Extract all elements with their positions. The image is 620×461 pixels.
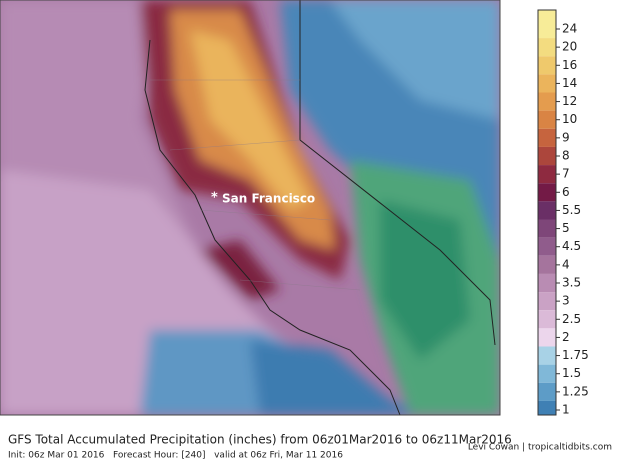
colorbar-label: 5 bbox=[562, 221, 570, 235]
colorbar-swatch bbox=[538, 10, 556, 39]
map bbox=[0, 0, 500, 415]
colorbar-label: 20 bbox=[562, 40, 577, 54]
colorbar-swatch bbox=[538, 364, 556, 383]
colorbar-swatch bbox=[538, 382, 556, 401]
footer-title: GFS Total Accumulated Precipitation (inc… bbox=[8, 433, 512, 447]
colorbar-swatch bbox=[538, 146, 556, 166]
colorbar-label: 3 bbox=[562, 294, 570, 308]
colorbar-swatch bbox=[538, 56, 556, 75]
colorbar-swatch bbox=[538, 201, 556, 220]
colorbar-label: 12 bbox=[562, 94, 577, 108]
colorbar-swatch bbox=[538, 183, 556, 202]
footer-credit: Levi Cowan | tropicaltidbits.com bbox=[468, 443, 612, 453]
colorbar-swatch bbox=[538, 38, 556, 57]
colorbar-swatch bbox=[538, 328, 556, 347]
colorbar-swatch bbox=[538, 237, 556, 256]
colorbar-swatch bbox=[538, 400, 556, 415]
colorbar-label: 5.5 bbox=[562, 203, 581, 217]
colorbar-label: 6 bbox=[562, 185, 570, 199]
footer-init: Init: 06z Mar 01 2016 Forecast Hour: [24… bbox=[8, 451, 343, 461]
colorbar-swatch bbox=[538, 92, 556, 111]
colorbar-label: 16 bbox=[562, 58, 577, 72]
colorbar-label: 10 bbox=[562, 112, 577, 126]
colorbar-label: 4.5 bbox=[562, 239, 581, 253]
colorbar-label: 1 bbox=[562, 403, 570, 417]
colorbar-frame bbox=[537, 9, 557, 416]
colorbar-swatch bbox=[538, 273, 556, 293]
colorbar-label: 8 bbox=[562, 149, 570, 163]
colorbar-swatch bbox=[538, 310, 556, 329]
place-label: San Francisco bbox=[222, 192, 315, 206]
colorbar-label: 24 bbox=[562, 22, 577, 36]
colorbar: 24 20 16 14 12 10 9 8 7 6 5.5 5 4.5 4 3.5 3 2.5 2 1.75 1.5 1… bbox=[537, 9, 589, 417]
colorbar-label: 1.75 bbox=[562, 348, 589, 362]
colorbar-swatch bbox=[538, 128, 556, 147]
colorbar-label: 9 bbox=[562, 130, 570, 144]
colorbar-swatch bbox=[538, 110, 556, 129]
colorbar-swatch bbox=[538, 292, 556, 311]
colorbar-swatch bbox=[538, 346, 556, 365]
colorbar-label: 14 bbox=[562, 76, 577, 90]
colorbar-swatch bbox=[538, 255, 556, 274]
map-frame bbox=[0, 0, 501, 416]
colorbar-label: 4 bbox=[562, 257, 570, 271]
colorbar-swatch bbox=[538, 74, 556, 93]
colorbar-label: 1.25 bbox=[562, 384, 589, 398]
colorbar-label: 3.5 bbox=[562, 276, 581, 290]
colorbar-swatch bbox=[538, 165, 556, 184]
place-marker: * bbox=[211, 191, 218, 206]
colorbar-label: 2.5 bbox=[562, 312, 581, 326]
colorbar-swatch bbox=[538, 219, 556, 238]
colorbar-label: 1.5 bbox=[562, 366, 581, 380]
colorbar-label: 7 bbox=[562, 167, 570, 181]
colorbar-label: 2 bbox=[562, 330, 570, 344]
